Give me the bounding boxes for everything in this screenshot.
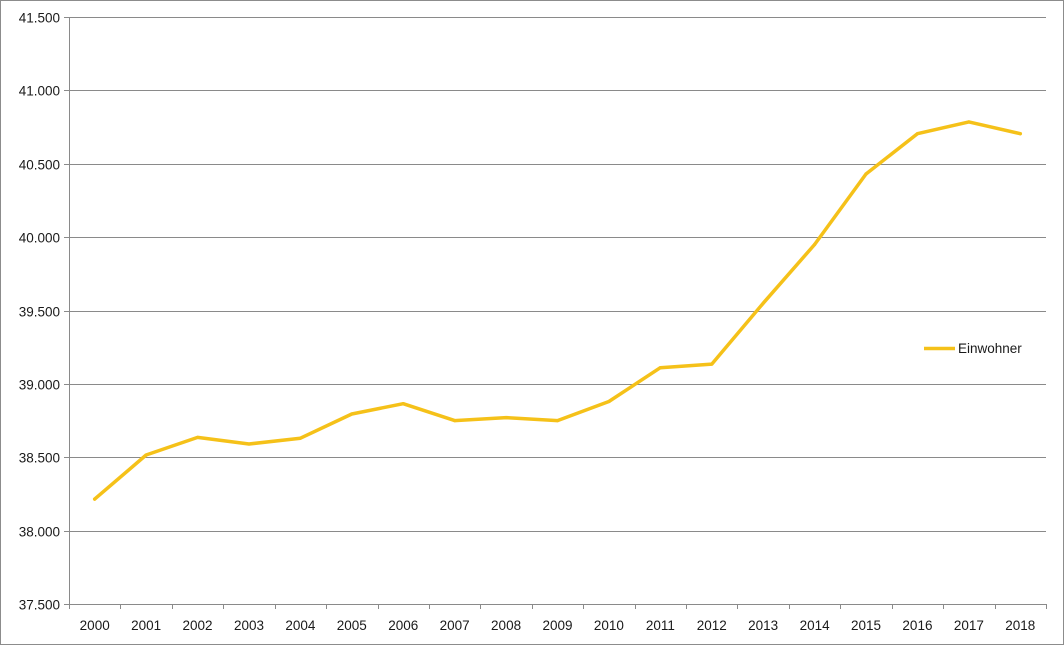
data-point xyxy=(504,416,508,420)
legend-label-einwohner: Einwohner xyxy=(958,341,1022,356)
x-tick-label: 2017 xyxy=(954,618,984,633)
data-point xyxy=(607,399,611,404)
data-point xyxy=(710,362,714,366)
data-point xyxy=(247,442,251,446)
y-axis-tick-labels: 37.500 38.000 38.500 39.000 39.500 40.000 40.5… xyxy=(19,11,60,613)
gridlines xyxy=(69,17,1046,532)
data-point xyxy=(144,453,148,457)
data-point xyxy=(761,301,765,305)
y-tick-label: 40.000 xyxy=(19,231,60,246)
series-line-einwohner xyxy=(92,120,1023,501)
x-tick-label: 2001 xyxy=(131,618,161,633)
data-point xyxy=(658,366,662,370)
y-tick-label: 41.000 xyxy=(19,84,60,99)
x-tick-label: 2015 xyxy=(851,618,881,633)
x-tick-label: 2018 xyxy=(1005,618,1035,633)
x-tick-label: 2006 xyxy=(388,618,418,633)
axes xyxy=(64,17,1047,609)
x-tick-label: 2008 xyxy=(491,618,521,633)
data-point xyxy=(195,435,200,440)
x-tick-label: 2016 xyxy=(902,618,932,633)
y-tick-label: 40.500 xyxy=(19,158,60,173)
y-tick-label: 38.500 xyxy=(19,451,60,466)
data-point xyxy=(453,418,457,423)
data-point xyxy=(350,412,354,416)
x-tick-label: 2004 xyxy=(285,618,316,633)
y-tick-label: 38.000 xyxy=(19,525,60,540)
x-tick-label: 2014 xyxy=(800,618,831,633)
data-point xyxy=(813,242,817,247)
x-tick-label: 2013 xyxy=(748,618,778,633)
x-tick-label: 2011 xyxy=(646,618,675,633)
x-tick-label: 2010 xyxy=(594,618,624,633)
y-tick-label: 41.500 xyxy=(19,11,60,26)
x-tick-label: 2009 xyxy=(542,618,572,633)
data-point xyxy=(1018,132,1022,136)
y-tick-label: 39.000 xyxy=(19,378,60,393)
y-tick-label: 37.500 xyxy=(19,598,60,613)
x-tick-label: 2000 xyxy=(80,618,110,633)
y-tick-label: 39.500 xyxy=(19,305,60,320)
data-point xyxy=(298,436,302,440)
data-point xyxy=(93,497,97,501)
data-point xyxy=(915,132,920,136)
data-point xyxy=(864,172,868,176)
x-tick-label: 2003 xyxy=(234,618,264,633)
x-axis-tick-labels: 2000 2001 2002 2003 2004 2005 2006 2007 2008 2009… xyxy=(80,618,1036,633)
data-point xyxy=(401,402,405,406)
x-tick-label: 2007 xyxy=(440,618,470,633)
x-tick-label: 2012 xyxy=(697,618,727,633)
x-tick-label: 2002 xyxy=(183,618,213,633)
series-layer xyxy=(92,120,1023,501)
data-point xyxy=(555,418,560,423)
x-tick-label: 2005 xyxy=(337,618,367,633)
data-point xyxy=(967,120,971,124)
legend: Einwohner xyxy=(924,341,1022,356)
